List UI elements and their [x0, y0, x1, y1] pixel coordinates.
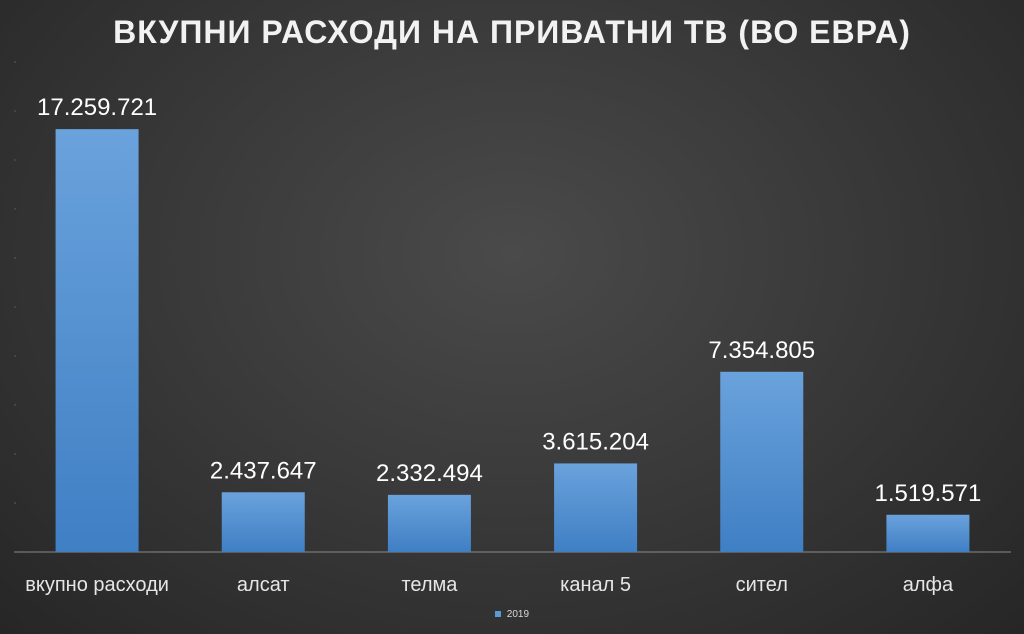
chart-title: ВКУПНИ РАСХОДИ НА ПРИВАТНИ ТВ (ВО ЕВРА): [113, 14, 911, 50]
bar: [55, 129, 139, 552]
data-label: 1.519.571: [875, 480, 982, 507]
category-label: сител: [736, 574, 788, 596]
legend: 2019: [0, 609, 1024, 620]
legend-swatch: [494, 611, 501, 618]
data-label: 17.259.721: [37, 94, 157, 121]
data-label: 7.354.805: [708, 337, 815, 364]
bars-group: [55, 129, 970, 552]
category-label: алфа: [903, 574, 954, 596]
gridlines: [14, 61, 1011, 553]
category-label: вкупно расходи: [25, 574, 169, 596]
bar: [221, 492, 305, 552]
bar: [720, 371, 804, 552]
data-labels-group: 17.259.721 2.437.647 2.332.494 3.615.204 7.3…: [37, 94, 981, 507]
data-label: 2.437.647: [210, 457, 317, 484]
category-label: канал 5: [560, 574, 631, 596]
category-labels-group: вкупно расходи алсат телма канал 5 сител алфа: [25, 574, 954, 596]
data-label: 2.332.494: [376, 460, 483, 487]
category-label: телма: [401, 574, 458, 596]
bar: [554, 463, 638, 552]
legend-label: 2019: [506, 609, 530, 620]
bar: [886, 514, 970, 552]
bar: [387, 494, 471, 552]
data-label: 3.615.204: [542, 428, 649, 455]
category-label: алсат: [237, 574, 290, 596]
